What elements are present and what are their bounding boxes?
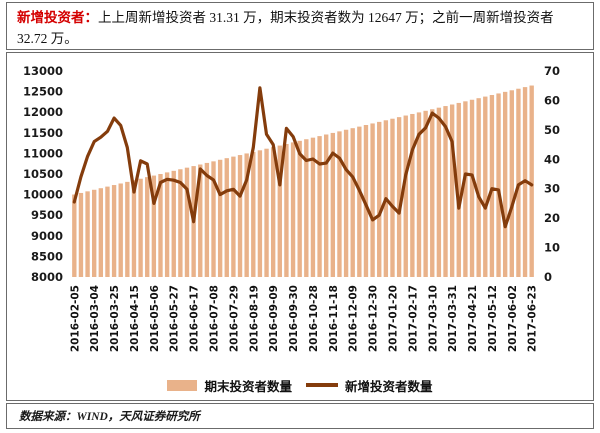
legend-line-label: 新增投资者数量	[345, 378, 433, 394]
svg-text:2016-06-17: 2016-06-17	[189, 285, 201, 352]
svg-text:12500: 12500	[23, 85, 63, 99]
report-figure: 新增投资者：上上周新增投资者 31.31 万，期末投资者数为 12647 万；之…	[6, 2, 594, 431]
svg-text:70: 70	[544, 64, 560, 78]
chart-area: 8000 8500 9000 9500 10000 10500 11000 11500 1200…	[6, 52, 594, 401]
svg-text:2016-04-15: 2016-04-15	[129, 285, 141, 352]
svg-text:2016-05-06: 2016-05-06	[149, 285, 161, 352]
legend-item-bars: 期末投资者数量	[167, 376, 292, 395]
svg-text:2016-07-08: 2016-07-08	[209, 285, 221, 352]
svg-text:2017-04-21: 2017-04-21	[467, 285, 479, 352]
svg-text:2017-03-31: 2017-03-31	[447, 285, 459, 352]
svg-text:11000: 11000	[23, 146, 63, 160]
chart-legend: 期末投资者数量 新增投资者数量	[7, 370, 593, 400]
combo-chart-svg: 8000850090009500100001050011000115001200…	[23, 64, 560, 352]
svg-text:8500: 8500	[31, 249, 63, 263]
svg-text:2016-09-09: 2016-09-09	[268, 285, 280, 352]
header-text-block: 新增投资者：上上周新增投资者 31.31 万，期末投资者数为 12647 万；之…	[6, 2, 594, 50]
svg-text:40: 40	[544, 152, 560, 166]
left-axis-labels: 8000 8500 9000 9500 10000 10500 11000 11500 1200…	[23, 64, 63, 284]
line-series	[72, 86, 534, 229]
svg-text:2016-08-19: 2016-08-19	[248, 285, 260, 352]
svg-text:2017-06-02: 2017-06-02	[507, 285, 519, 352]
svg-text:11500: 11500	[23, 126, 63, 140]
svg-text:2017-06-23: 2017-06-23	[527, 285, 539, 352]
header-label: 新增投资者：	[17, 10, 98, 25]
svg-text:2017-03-10: 2017-03-10	[427, 285, 439, 352]
svg-text:8000: 8000	[31, 270, 63, 284]
svg-text:0: 0	[544, 270, 552, 284]
svg-text:10: 10	[544, 241, 560, 255]
svg-text:12000: 12000	[23, 105, 63, 119]
svg-text:2016-11-18: 2016-11-18	[328, 285, 340, 352]
bar-series-swatch-icon	[167, 379, 198, 391]
data-source: 数据来源：WIND，天风证券研究所	[6, 403, 594, 429]
legend-item-line: 新增投资者数量	[306, 376, 433, 395]
svg-text:2016-03-25: 2016-03-25	[109, 285, 121, 352]
right-axis-labels: 0 10 20 30 40 50 60 70	[544, 64, 560, 284]
svg-text:2016-12-09: 2016-12-09	[348, 285, 360, 352]
header-summary-text: 上上周新增投资者 31.31 万，期末投资者数为 12647 万；之前一周新增投…	[17, 10, 554, 46]
svg-text:10000: 10000	[23, 188, 63, 202]
svg-text:2016-09-30: 2016-09-30	[288, 285, 300, 352]
svg-text:50: 50	[544, 123, 560, 137]
svg-text:2017-01-20: 2017-01-20	[388, 285, 400, 352]
svg-text:2016-02-05: 2016-02-05	[69, 285, 81, 352]
svg-text:9500: 9500	[31, 208, 63, 222]
svg-text:13000: 13000	[23, 64, 63, 78]
svg-text:2017-02-17: 2017-02-17	[407, 285, 419, 352]
svg-text:2016-03-04: 2016-03-04	[89, 285, 101, 352]
legend-bar-label: 期末投资者数量	[204, 378, 292, 394]
svg-text:2016-05-27: 2016-05-27	[169, 285, 181, 352]
svg-text:2016-12-30: 2016-12-30	[368, 285, 380, 352]
line-series-swatch-icon	[306, 383, 338, 387]
x-axis-labels: 2016-02-05 2016-03-04 2016-03-25 2016-04-15…	[69, 285, 538, 352]
svg-text:2017-05-12: 2017-05-12	[487, 285, 499, 352]
svg-text:2016-10-28: 2016-10-28	[308, 285, 320, 352]
svg-text:60: 60	[544, 93, 560, 107]
svg-text:30: 30	[544, 182, 560, 196]
svg-text:9000: 9000	[31, 229, 63, 243]
svg-text:10500: 10500	[23, 167, 63, 181]
svg-text:2016-07-29: 2016-07-29	[228, 285, 240, 352]
svg-text:20: 20	[544, 211, 560, 225]
